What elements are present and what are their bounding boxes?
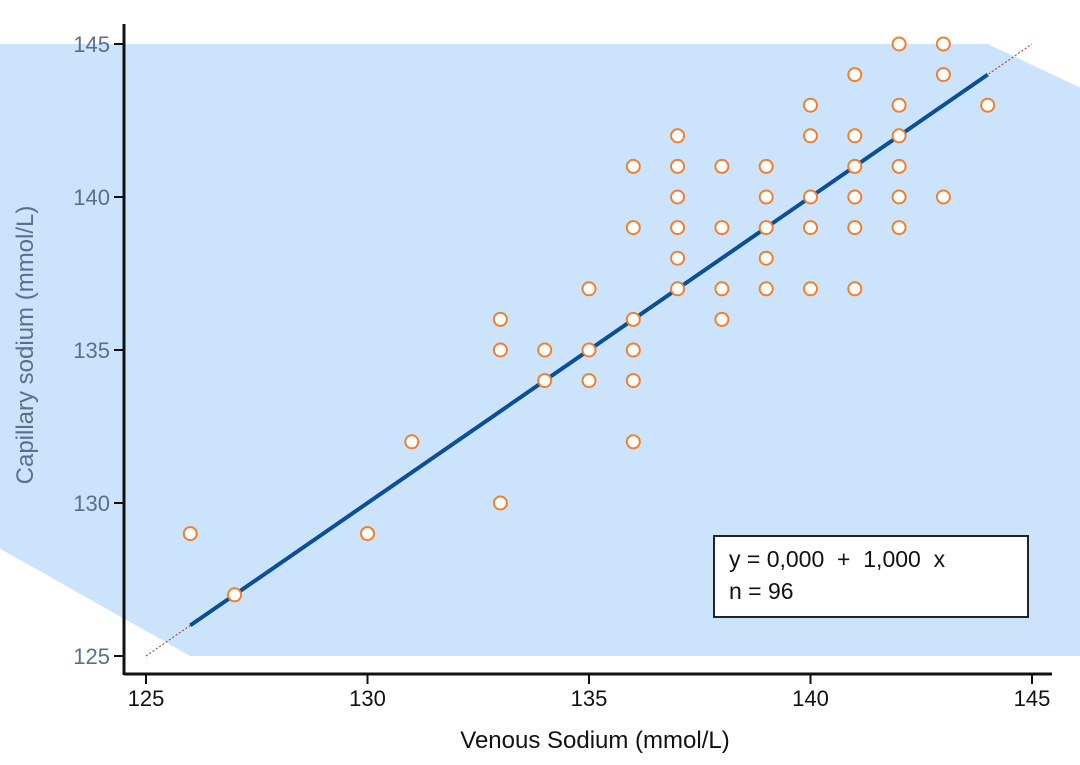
regression-equation: y = 0,000 + 1,000 x xyxy=(729,546,946,572)
x-tick-label: 135 xyxy=(571,686,608,711)
y-tick-label: 135 xyxy=(73,338,110,363)
data-point xyxy=(581,373,597,389)
data-point xyxy=(803,281,818,297)
data-point xyxy=(625,220,641,236)
data-point xyxy=(625,342,641,358)
data-point xyxy=(581,281,597,297)
x-tick-label: 130 xyxy=(349,686,386,711)
point-layer xyxy=(182,36,996,603)
data-point xyxy=(891,97,907,113)
data-point xyxy=(758,189,774,205)
x-tick-label: 125 xyxy=(128,686,165,711)
data-point xyxy=(803,128,818,144)
data-point xyxy=(581,342,597,358)
data-point xyxy=(758,250,774,266)
data-point xyxy=(670,250,686,266)
data-point xyxy=(714,158,730,174)
data-point xyxy=(847,128,863,144)
data-point xyxy=(935,67,951,83)
data-point xyxy=(537,342,553,358)
data-point xyxy=(891,220,907,236)
data-point xyxy=(847,220,863,236)
data-point xyxy=(847,189,863,205)
data-point xyxy=(758,158,774,174)
y-tick-label: 125 xyxy=(73,644,110,669)
x-axis-title: Venous Sodium (mmol/L) xyxy=(460,727,729,754)
data-point xyxy=(360,526,375,542)
data-point xyxy=(847,67,863,83)
data-point xyxy=(891,158,907,174)
x-tick-label: 140 xyxy=(792,686,829,711)
data-point xyxy=(625,373,641,389)
data-point xyxy=(670,158,686,174)
data-point xyxy=(492,495,508,511)
data-point xyxy=(847,281,863,297)
y-tick-label: 130 xyxy=(73,491,110,516)
data-point xyxy=(935,36,951,52)
data-point xyxy=(492,342,508,358)
y-tick-label: 145 xyxy=(73,32,110,57)
data-point xyxy=(670,189,686,205)
data-point xyxy=(891,128,907,144)
data-point xyxy=(758,220,774,236)
data-point xyxy=(803,189,818,205)
data-point xyxy=(182,526,198,542)
data-point xyxy=(404,434,420,450)
data-point xyxy=(670,281,686,297)
data-point xyxy=(670,220,686,236)
data-point xyxy=(670,128,686,144)
data-point xyxy=(625,434,641,450)
x-tick-label: 145 xyxy=(1014,686,1051,711)
axis-layer: 125 130 135 140 145 125 130 135 140 145 xyxy=(73,24,1052,711)
data-point xyxy=(803,220,818,236)
data-point xyxy=(625,158,641,174)
annotation-box xyxy=(713,535,1029,618)
data-point xyxy=(492,311,508,327)
data-point xyxy=(714,311,730,327)
data-point xyxy=(714,281,730,297)
data-point xyxy=(891,189,907,205)
data-point xyxy=(537,373,553,389)
data-point xyxy=(891,36,907,52)
y-axis-title: Capillary sodium (mmol/L) xyxy=(12,206,39,485)
regression-annotation: y = 0,000 + 1,000 x n = 96 xyxy=(713,535,1029,618)
data-point xyxy=(227,587,243,603)
data-point xyxy=(980,97,996,113)
data-point xyxy=(714,220,730,236)
data-point xyxy=(625,311,641,327)
data-point xyxy=(935,189,951,205)
sample-size: n = 96 xyxy=(729,578,794,604)
y-tick-label: 140 xyxy=(73,185,110,210)
data-point xyxy=(758,281,774,297)
data-point xyxy=(847,158,863,174)
data-point xyxy=(803,97,818,113)
